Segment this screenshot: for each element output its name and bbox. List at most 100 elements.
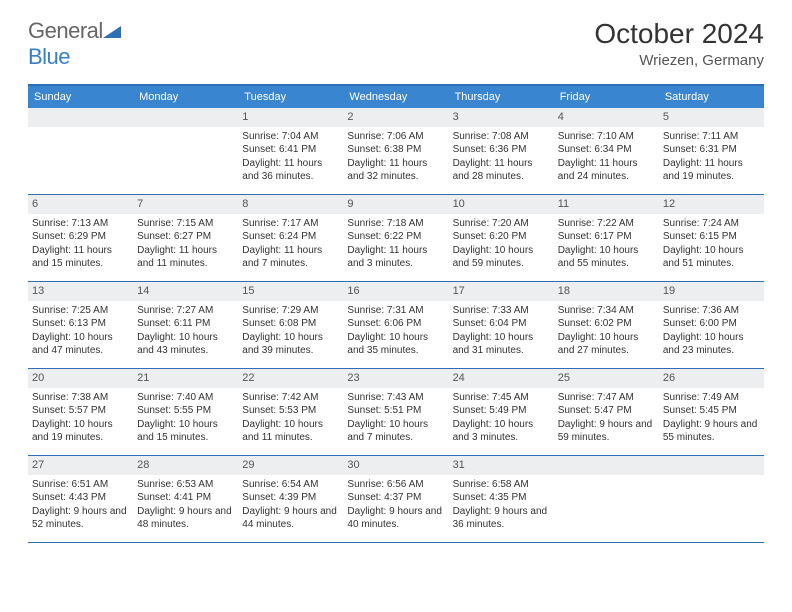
sunset-line: Sunset: 4:41 PM [137,491,234,505]
sunset-line: Sunset: 5:55 PM [137,404,234,418]
sunset-line: Sunset: 5:53 PM [242,404,339,418]
daylight-line: Daylight: 10 hours and 51 minutes. [663,244,760,271]
sunrise-line: Sunrise: 7:45 AM [453,391,550,405]
daylight-line: Daylight: 11 hours and 28 minutes. [453,157,550,184]
sunrise-line: Sunrise: 7:27 AM [137,304,234,318]
calendar: SundayMondayTuesdayWednesdayThursdayFrid… [28,84,764,543]
sunset-line: Sunset: 6:31 PM [663,143,760,157]
sunrise-line: Sunrise: 7:13 AM [32,217,129,231]
sunset-line: Sunset: 6:17 PM [558,230,655,244]
sunrise-line: Sunrise: 7:29 AM [242,304,339,318]
day-number: 8 [238,195,343,214]
title-block: October 2024 Wriezen, Germany [594,18,764,69]
day-number: . [133,108,238,127]
daylight-line: Daylight: 10 hours and 19 minutes. [32,418,129,445]
daylight-line: Daylight: 10 hours and 43 minutes. [137,331,234,358]
sunset-line: Sunset: 5:45 PM [663,404,760,418]
day-cell-29: 29Sunrise: 6:54 AMSunset: 4:39 PMDayligh… [238,456,343,542]
sunrise-line: Sunrise: 7:22 AM [558,217,655,231]
day-cell-22: 22Sunrise: 7:42 AMSunset: 5:53 PMDayligh… [238,369,343,455]
sunset-line: Sunset: 6:36 PM [453,143,550,157]
sunset-line: Sunset: 5:47 PM [558,404,655,418]
daylight-line: Daylight: 10 hours and 59 minutes. [453,244,550,271]
sunset-line: Sunset: 4:39 PM [242,491,339,505]
day-cell-empty: . [554,456,659,542]
weekday-friday: Friday [554,86,659,108]
day-number: 17 [449,282,554,301]
sunset-line: Sunset: 6:08 PM [242,317,339,331]
sunset-line: Sunset: 4:37 PM [347,491,444,505]
logo-text: GeneralBlue [28,18,121,70]
day-number: 16 [343,282,448,301]
day-cell-3: 3Sunrise: 7:08 AMSunset: 6:36 PMDaylight… [449,108,554,194]
weekday-thursday: Thursday [449,86,554,108]
weekday-saturday: Saturday [659,86,764,108]
day-cell-empty: . [133,108,238,194]
sunset-line: Sunset: 6:41 PM [242,143,339,157]
sunrise-line: Sunrise: 7:10 AM [558,130,655,144]
day-cell-21: 21Sunrise: 7:40 AMSunset: 5:55 PMDayligh… [133,369,238,455]
daylight-line: Daylight: 9 hours and 44 minutes. [242,505,339,532]
sunrise-line: Sunrise: 7:43 AM [347,391,444,405]
week-row: 20Sunrise: 7:38 AMSunset: 5:57 PMDayligh… [28,369,764,456]
sunset-line: Sunset: 6:02 PM [558,317,655,331]
daylight-line: Daylight: 11 hours and 36 minutes. [242,157,339,184]
day-cell-16: 16Sunrise: 7:31 AMSunset: 6:06 PMDayligh… [343,282,448,368]
daylight-line: Daylight: 9 hours and 48 minutes. [137,505,234,532]
weekday-sunday: Sunday [28,86,133,108]
day-number: 18 [554,282,659,301]
day-number: . [659,456,764,475]
sunrise-line: Sunrise: 7:47 AM [558,391,655,405]
daylight-line: Daylight: 10 hours and 31 minutes. [453,331,550,358]
location-label: Wriezen, Germany [594,52,764,69]
daylight-line: Daylight: 10 hours and 35 minutes. [347,331,444,358]
day-number: . [554,456,659,475]
day-cell-empty: . [28,108,133,194]
day-number: 20 [28,369,133,388]
sunset-line: Sunset: 4:35 PM [453,491,550,505]
weekday-wednesday: Wednesday [343,86,448,108]
day-cell-28: 28Sunrise: 6:53 AMSunset: 4:41 PMDayligh… [133,456,238,542]
day-number: 14 [133,282,238,301]
weekday-monday: Monday [133,86,238,108]
sunset-line: Sunset: 6:27 PM [137,230,234,244]
sunset-line: Sunset: 6:29 PM [32,230,129,244]
daylight-line: Daylight: 11 hours and 24 minutes. [558,157,655,184]
sunset-line: Sunset: 6:00 PM [663,317,760,331]
day-number: 7 [133,195,238,214]
sunset-line: Sunset: 6:11 PM [137,317,234,331]
day-number: 22 [238,369,343,388]
day-number: 23 [343,369,448,388]
day-cell-9: 9Sunrise: 7:18 AMSunset: 6:22 PMDaylight… [343,195,448,281]
daylight-line: Daylight: 10 hours and 7 minutes. [347,418,444,445]
day-cell-10: 10Sunrise: 7:20 AMSunset: 6:20 PMDayligh… [449,195,554,281]
day-cell-27: 27Sunrise: 6:51 AMSunset: 4:43 PMDayligh… [28,456,133,542]
day-cell-6: 6Sunrise: 7:13 AMSunset: 6:29 PMDaylight… [28,195,133,281]
day-cell-2: 2Sunrise: 7:06 AMSunset: 6:38 PMDaylight… [343,108,448,194]
weekday-tuesday: Tuesday [238,86,343,108]
day-number: 30 [343,456,448,475]
sunrise-line: Sunrise: 7:17 AM [242,217,339,231]
header: GeneralBlue October 2024 Wriezen, German… [0,0,792,76]
sunrise-line: Sunrise: 7:38 AM [32,391,129,405]
daylight-line: Daylight: 9 hours and 52 minutes. [32,505,129,532]
day-cell-18: 18Sunrise: 7:34 AMSunset: 6:02 PMDayligh… [554,282,659,368]
day-number: . [28,108,133,127]
day-cell-8: 8Sunrise: 7:17 AMSunset: 6:24 PMDaylight… [238,195,343,281]
daylight-line: Daylight: 10 hours and 47 minutes. [32,331,129,358]
sunset-line: Sunset: 6:38 PM [347,143,444,157]
sunrise-line: Sunrise: 7:15 AM [137,217,234,231]
day-cell-13: 13Sunrise: 7:25 AMSunset: 6:13 PMDayligh… [28,282,133,368]
day-number: 24 [449,369,554,388]
sunrise-line: Sunrise: 7:06 AM [347,130,444,144]
sunrise-line: Sunrise: 6:51 AM [32,478,129,492]
sunrise-line: Sunrise: 7:40 AM [137,391,234,405]
sunrise-line: Sunrise: 6:53 AM [137,478,234,492]
week-row: 6Sunrise: 7:13 AMSunset: 6:29 PMDaylight… [28,195,764,282]
logo: GeneralBlue [28,18,121,70]
logo-part1: General [28,18,103,43]
daylight-line: Daylight: 10 hours and 15 minutes. [137,418,234,445]
daylight-line: Daylight: 9 hours and 40 minutes. [347,505,444,532]
sunrise-line: Sunrise: 7:20 AM [453,217,550,231]
sunset-line: Sunset: 6:06 PM [347,317,444,331]
